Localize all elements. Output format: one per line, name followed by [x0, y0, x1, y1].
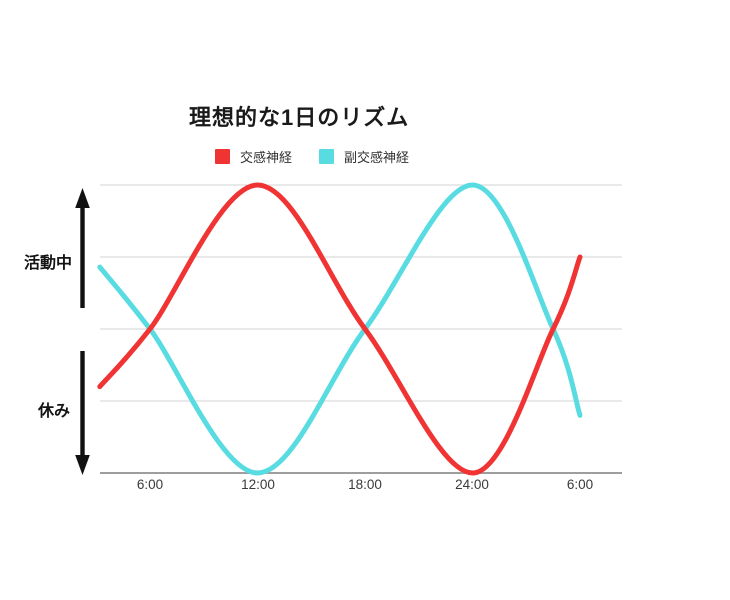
x-tick-label: 6:00 — [136, 477, 164, 492]
legend-label-parasympathetic: 副交感神経 — [344, 150, 410, 165]
arrow-down-icon — [75, 351, 90, 475]
legend-swatch-parasympathetic-icon — [319, 149, 335, 164]
x-tick-label: 6:00 — [566, 477, 594, 492]
legend-label-sympathetic: 交感神経 — [240, 150, 293, 165]
legend-item-parasympathetic: 副交感神経 — [319, 147, 409, 166]
series-line-sympathetic — [97, 182, 583, 476]
legend-item-sympathetic: 交感神経 — [215, 147, 292, 166]
chart-title: 理想的な1日のリズム — [189, 105, 410, 130]
x-tick-label: 24:00 — [455, 477, 489, 492]
x-tick-label: 12:00 — [241, 477, 275, 492]
y-label-rest: 休み — [38, 403, 71, 420]
legend: 交感神経 副交感神経 — [215, 147, 409, 166]
legend-swatch-sympathetic-icon — [215, 149, 230, 164]
y-label-active: 活動中 — [24, 255, 73, 272]
x-tick-label: 18:00 — [348, 477, 382, 492]
arrow-up-icon — [75, 188, 90, 308]
